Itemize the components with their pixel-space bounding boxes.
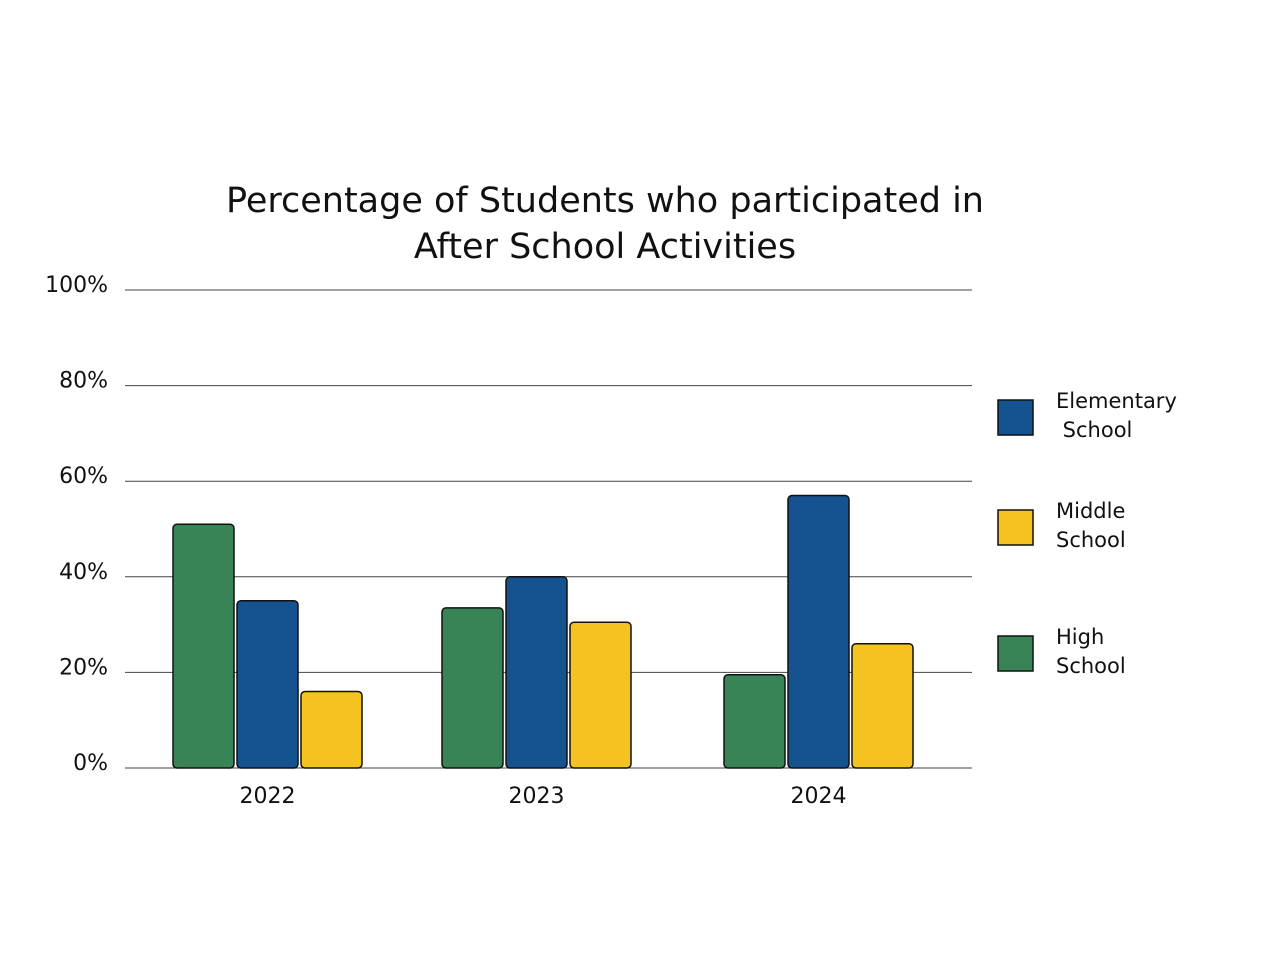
x-tick-label: 2022: [240, 784, 296, 809]
x-tick-label: 2023: [509, 784, 565, 809]
x-axis-ticks: 2022 2023 2024: [240, 784, 847, 809]
bar-middle-school-2023: [569, 621, 632, 769]
y-axis-ticks: 0% 20% 40% 60% 80% 100%: [45, 273, 108, 776]
y-tick-label: 20%: [59, 655, 108, 680]
bar-high-school-2023: [441, 607, 504, 769]
legend-label: High School: [1056, 625, 1126, 678]
y-tick-label: 60%: [59, 464, 108, 489]
y-tick-label: 80%: [59, 369, 108, 394]
chart-title: Percentage of Students who participated …: [225, 181, 984, 267]
y-tick-label: 0%: [73, 751, 108, 776]
bar-high-school-2024: [723, 674, 786, 769]
bar-middle-school-2022: [300, 690, 363, 769]
bar-elementary-school-2024: [787, 494, 850, 769]
bar-elementary-school-2022: [236, 599, 299, 769]
legend-swatch: [997, 635, 1034, 672]
bars: [172, 494, 914, 769]
legend-label: Middle School: [1056, 499, 1126, 552]
y-tick-label: 100%: [45, 273, 108, 298]
legend-swatch: [997, 509, 1034, 546]
bar-elementary-school-2023: [505, 576, 568, 769]
y-tick-label: 40%: [59, 560, 108, 585]
bar-high-school-2022: [172, 523, 235, 769]
x-tick-label: 2024: [791, 784, 847, 809]
legend: Elementary School Middle School High School: [997, 389, 1177, 678]
legend-swatch: [997, 399, 1034, 436]
bar-middle-school-2024: [851, 642, 914, 769]
legend-label: Elementary School: [1056, 389, 1177, 442]
